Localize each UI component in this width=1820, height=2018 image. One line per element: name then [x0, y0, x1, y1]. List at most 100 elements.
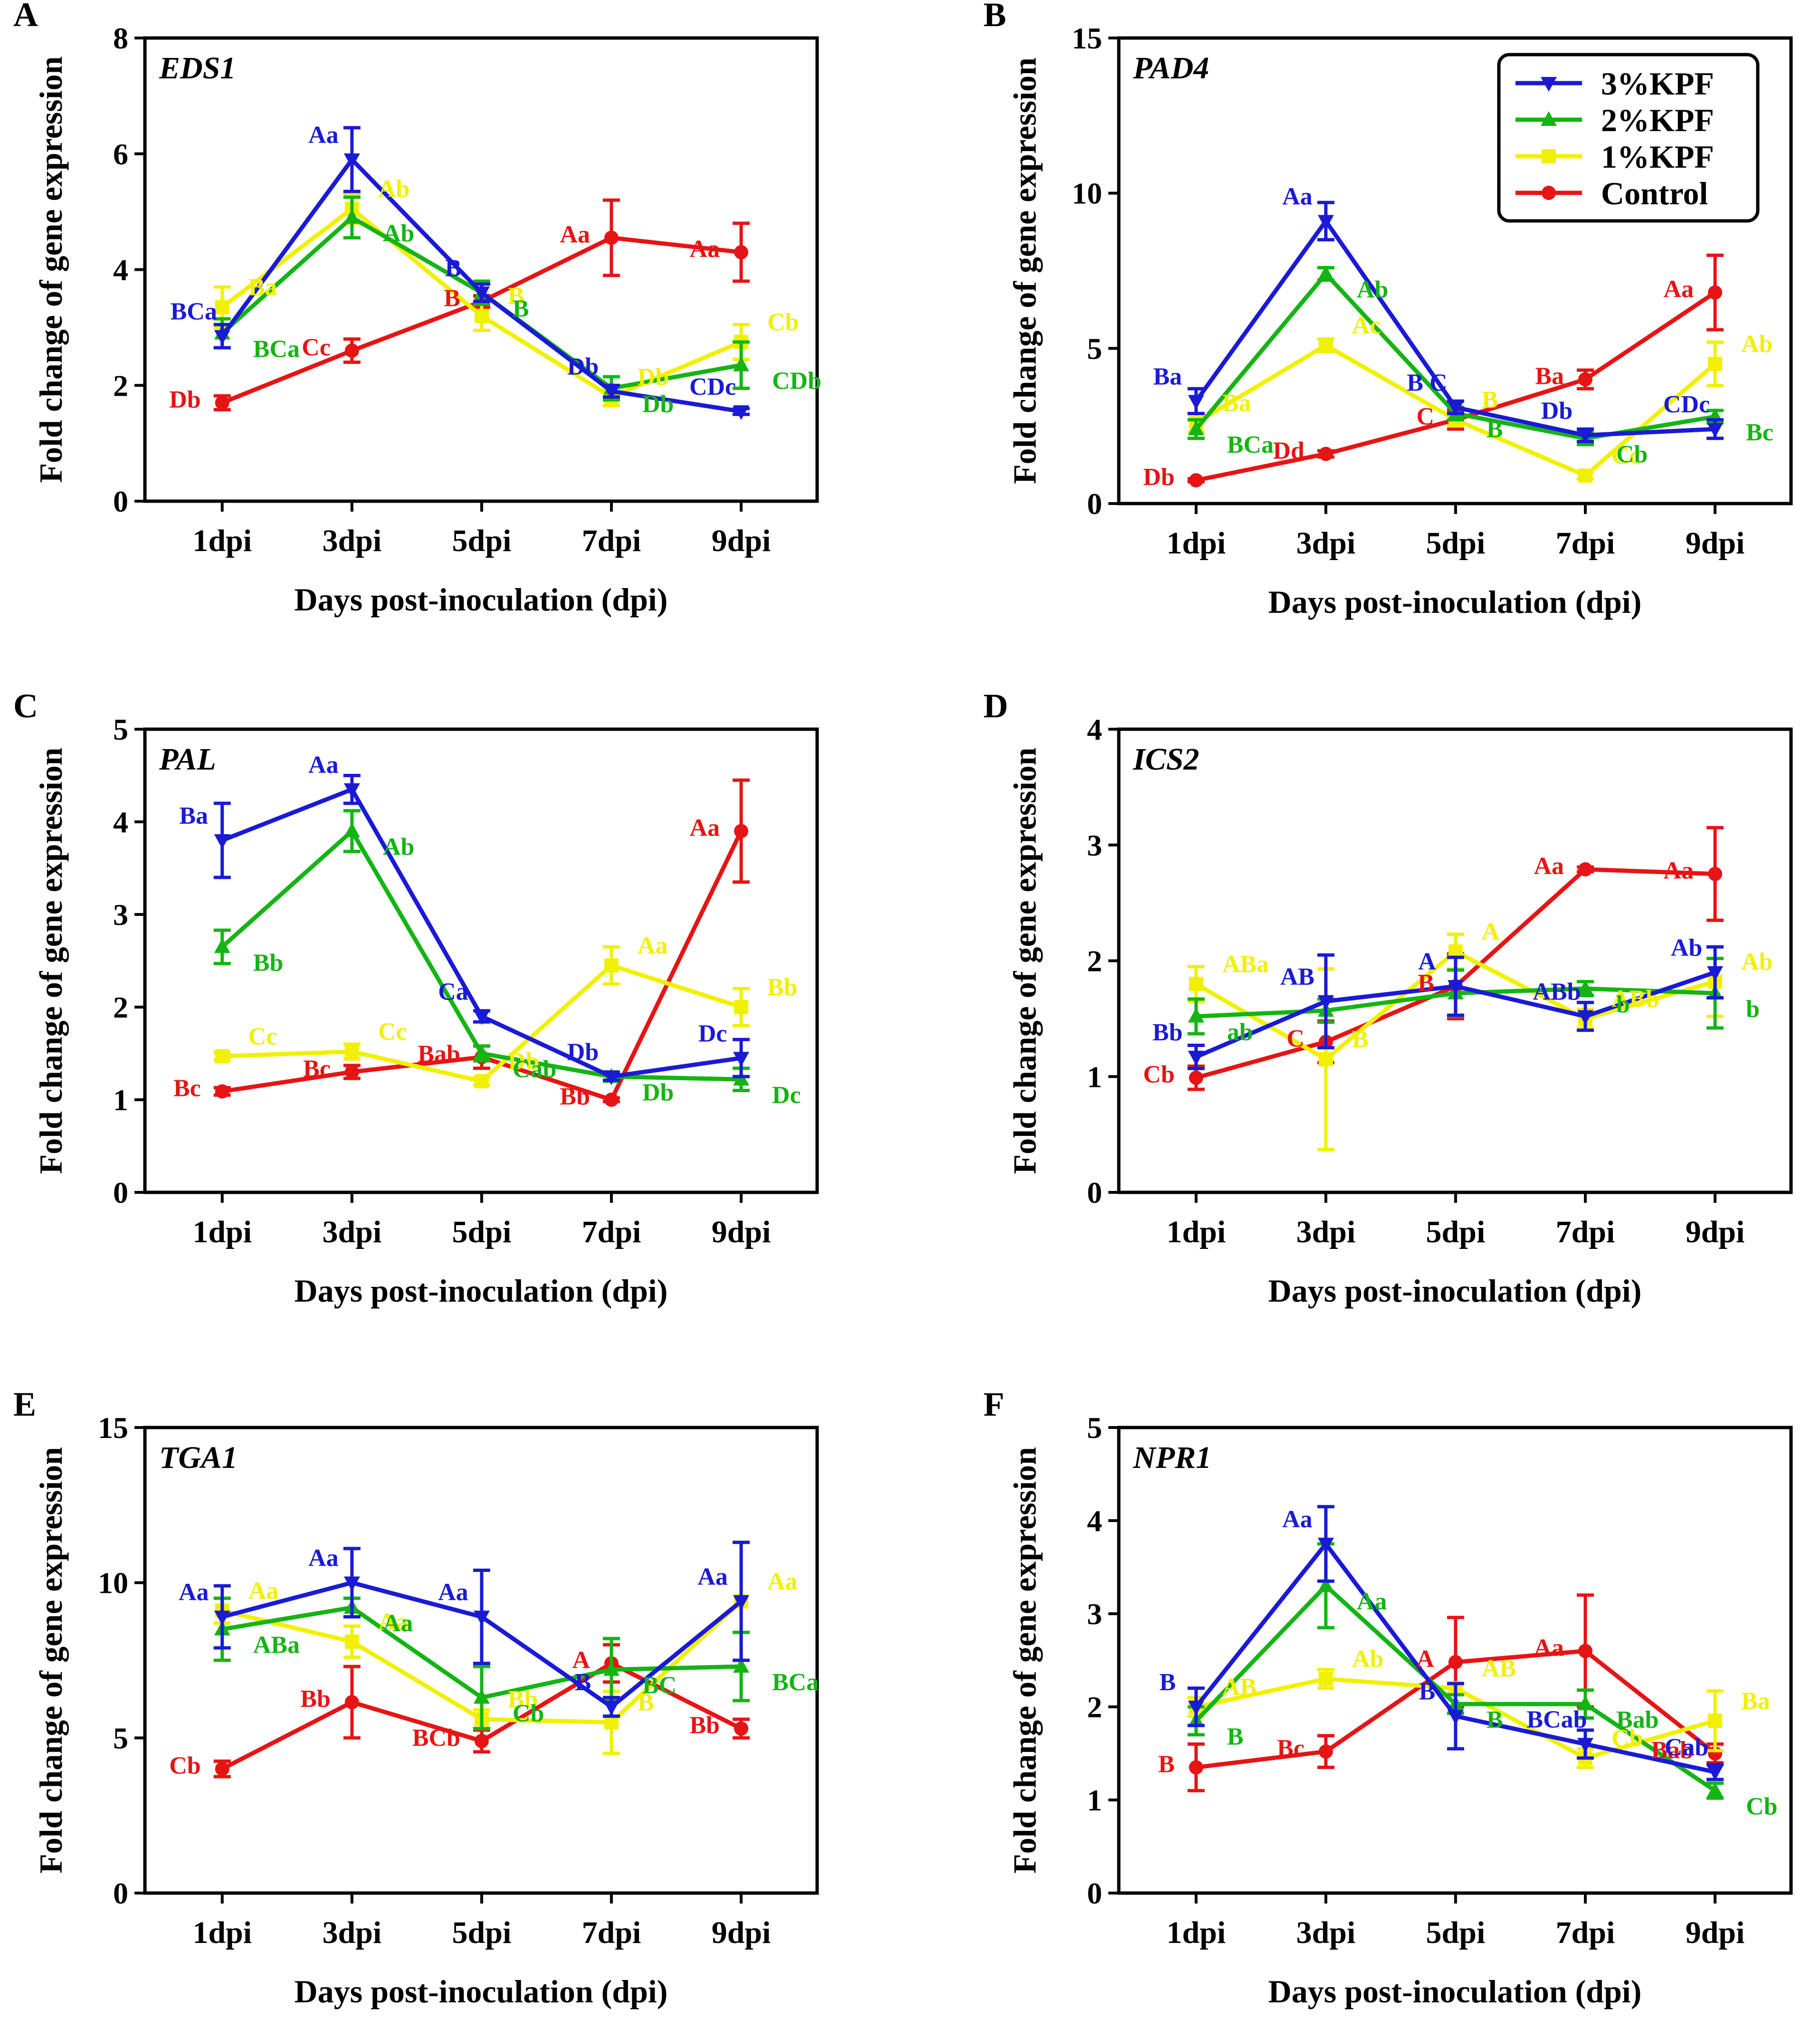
data-label: Bb [253, 949, 284, 976]
data-label: CDb [772, 368, 821, 395]
data-point [1708, 1713, 1723, 1728]
data-label: Aa [308, 122, 339, 149]
x-tick-label: 9dpi [712, 1915, 771, 1950]
data-label: A [1418, 948, 1436, 975]
y-tick-label: 5 [1087, 1411, 1102, 1445]
legend-label: 3%KPF [1601, 66, 1714, 102]
data-label: Aa [438, 1579, 468, 1606]
x-tick-label: 1dpi [192, 1215, 252, 1249]
data-label: C [1286, 1025, 1305, 1052]
data-point [1448, 1655, 1463, 1669]
data-point [1708, 357, 1723, 371]
data-point [343, 153, 360, 168]
data-point [1188, 1008, 1204, 1023]
x-tick-label: 9dpi [712, 524, 771, 558]
data-point [1578, 372, 1593, 387]
panel-E: E TGA1 0 5 10 15 1dpi 3dpi 5dpi 7dpi 9dpi Days post… [13, 1385, 819, 2009]
data-label: Cc [248, 1023, 277, 1050]
x-tick-label: 5dpi [1426, 1215, 1486, 1249]
data-point [1318, 338, 1333, 352]
data-point [473, 1689, 490, 1704]
series-3%KPF [213, 126, 750, 420]
data-label: Db [169, 386, 200, 413]
y-tick-label: 5 [113, 1721, 128, 1755]
data-point [1317, 995, 1334, 1010]
y-tick-label: 15 [98, 1411, 128, 1445]
y-tick-label: 1 [113, 1083, 128, 1117]
data-label: Ab [1741, 948, 1772, 975]
data-label: Ab [383, 220, 414, 247]
data-label: Bb [1153, 1019, 1183, 1046]
data-label: AB [1482, 1655, 1516, 1682]
legend-marker [1542, 186, 1556, 200]
data-label: Aa [638, 932, 668, 959]
series-1%KPF [213, 945, 750, 1088]
data-label: CDc [689, 373, 736, 400]
data-point [1317, 265, 1334, 280]
data-point [734, 1000, 749, 1014]
panel-letter: B [983, 0, 1006, 34]
data-label: B [1486, 1706, 1503, 1733]
x-axis-title: Days post-inoculation (dpi) [295, 581, 668, 618]
data-label: Aa [697, 1563, 728, 1590]
data-point [1317, 1577, 1334, 1592]
data-point [733, 405, 750, 420]
data-point [1708, 285, 1723, 300]
panel-A: A EDS1 0 2 4 6 8 1dpi 3dpi 5dpi 7dpi 9dpi Days post-… [13, 0, 821, 618]
y-tick-label: 1 [1087, 1783, 1102, 1817]
y-axis-title: Fold change of gene expression [33, 748, 69, 1174]
data-point [215, 1049, 229, 1064]
data-label: Ac [1352, 312, 1381, 339]
data-label: Cb [1616, 441, 1648, 468]
x-axis-title: Days post-inoculation (dpi) [295, 1273, 668, 1309]
data-label: B [1227, 1723, 1244, 1750]
x-tick-label: 3dpi [1296, 1915, 1355, 1950]
data-label: B [1486, 416, 1503, 443]
data-point [1577, 429, 1594, 444]
y-tick-label: 4 [1087, 1504, 1102, 1538]
y-axis-title: Fold change of gene expression [1007, 748, 1043, 1174]
data-label: Ab [378, 176, 410, 203]
data-label: Cb [169, 1752, 200, 1780]
gene-name: ICS2 [1133, 742, 1199, 777]
x-tick-label: 7dpi [1556, 1215, 1615, 1249]
legend-label: 2%KPF [1601, 102, 1714, 138]
data-point [604, 958, 619, 973]
data-label: Aa [1664, 276, 1694, 303]
data-point [1447, 980, 1464, 995]
y-tick-label: 10 [1072, 177, 1102, 210]
y-tick-label: 0 [1087, 1876, 1102, 1910]
y-tick-label: 15 [1072, 21, 1102, 55]
data-label: Db [642, 1079, 674, 1106]
data-label: Ab [1671, 934, 1702, 961]
data-point [473, 1610, 490, 1626]
data-label: BCa [171, 298, 217, 325]
data-label: Ab [1357, 276, 1388, 304]
y-tick-label: 2 [113, 369, 128, 402]
y-tick-label: 3 [1087, 1597, 1102, 1631]
data-label: Bc [173, 1075, 201, 1102]
x-tick-label: 5dpi [452, 1215, 512, 1249]
data-point [733, 1595, 750, 1610]
data-label: B [1482, 387, 1498, 414]
data-label: B [508, 283, 524, 310]
y-axis-title: Fold change of gene expression [1007, 1447, 1043, 1874]
legend-label: Control [1601, 175, 1708, 211]
data-point [1707, 966, 1724, 981]
data-label: Aa [1534, 853, 1564, 880]
data-label: Bb [508, 1686, 538, 1713]
y-tick-label: 5 [1087, 332, 1102, 365]
data-label: A [1482, 918, 1500, 945]
data-label: Bb [560, 1083, 590, 1110]
data-point [733, 1052, 750, 1067]
data-point [1189, 1760, 1203, 1775]
legend-box [1497, 53, 1760, 223]
data-label: Dc [698, 1020, 727, 1047]
data-point [215, 1084, 229, 1099]
panel-letter: F [983, 1385, 1004, 1423]
data-label: Bab [418, 1040, 460, 1067]
data-label: Aa [767, 1568, 798, 1595]
data-label: Bc [303, 1056, 331, 1083]
data-label: Aa [383, 1610, 413, 1637]
